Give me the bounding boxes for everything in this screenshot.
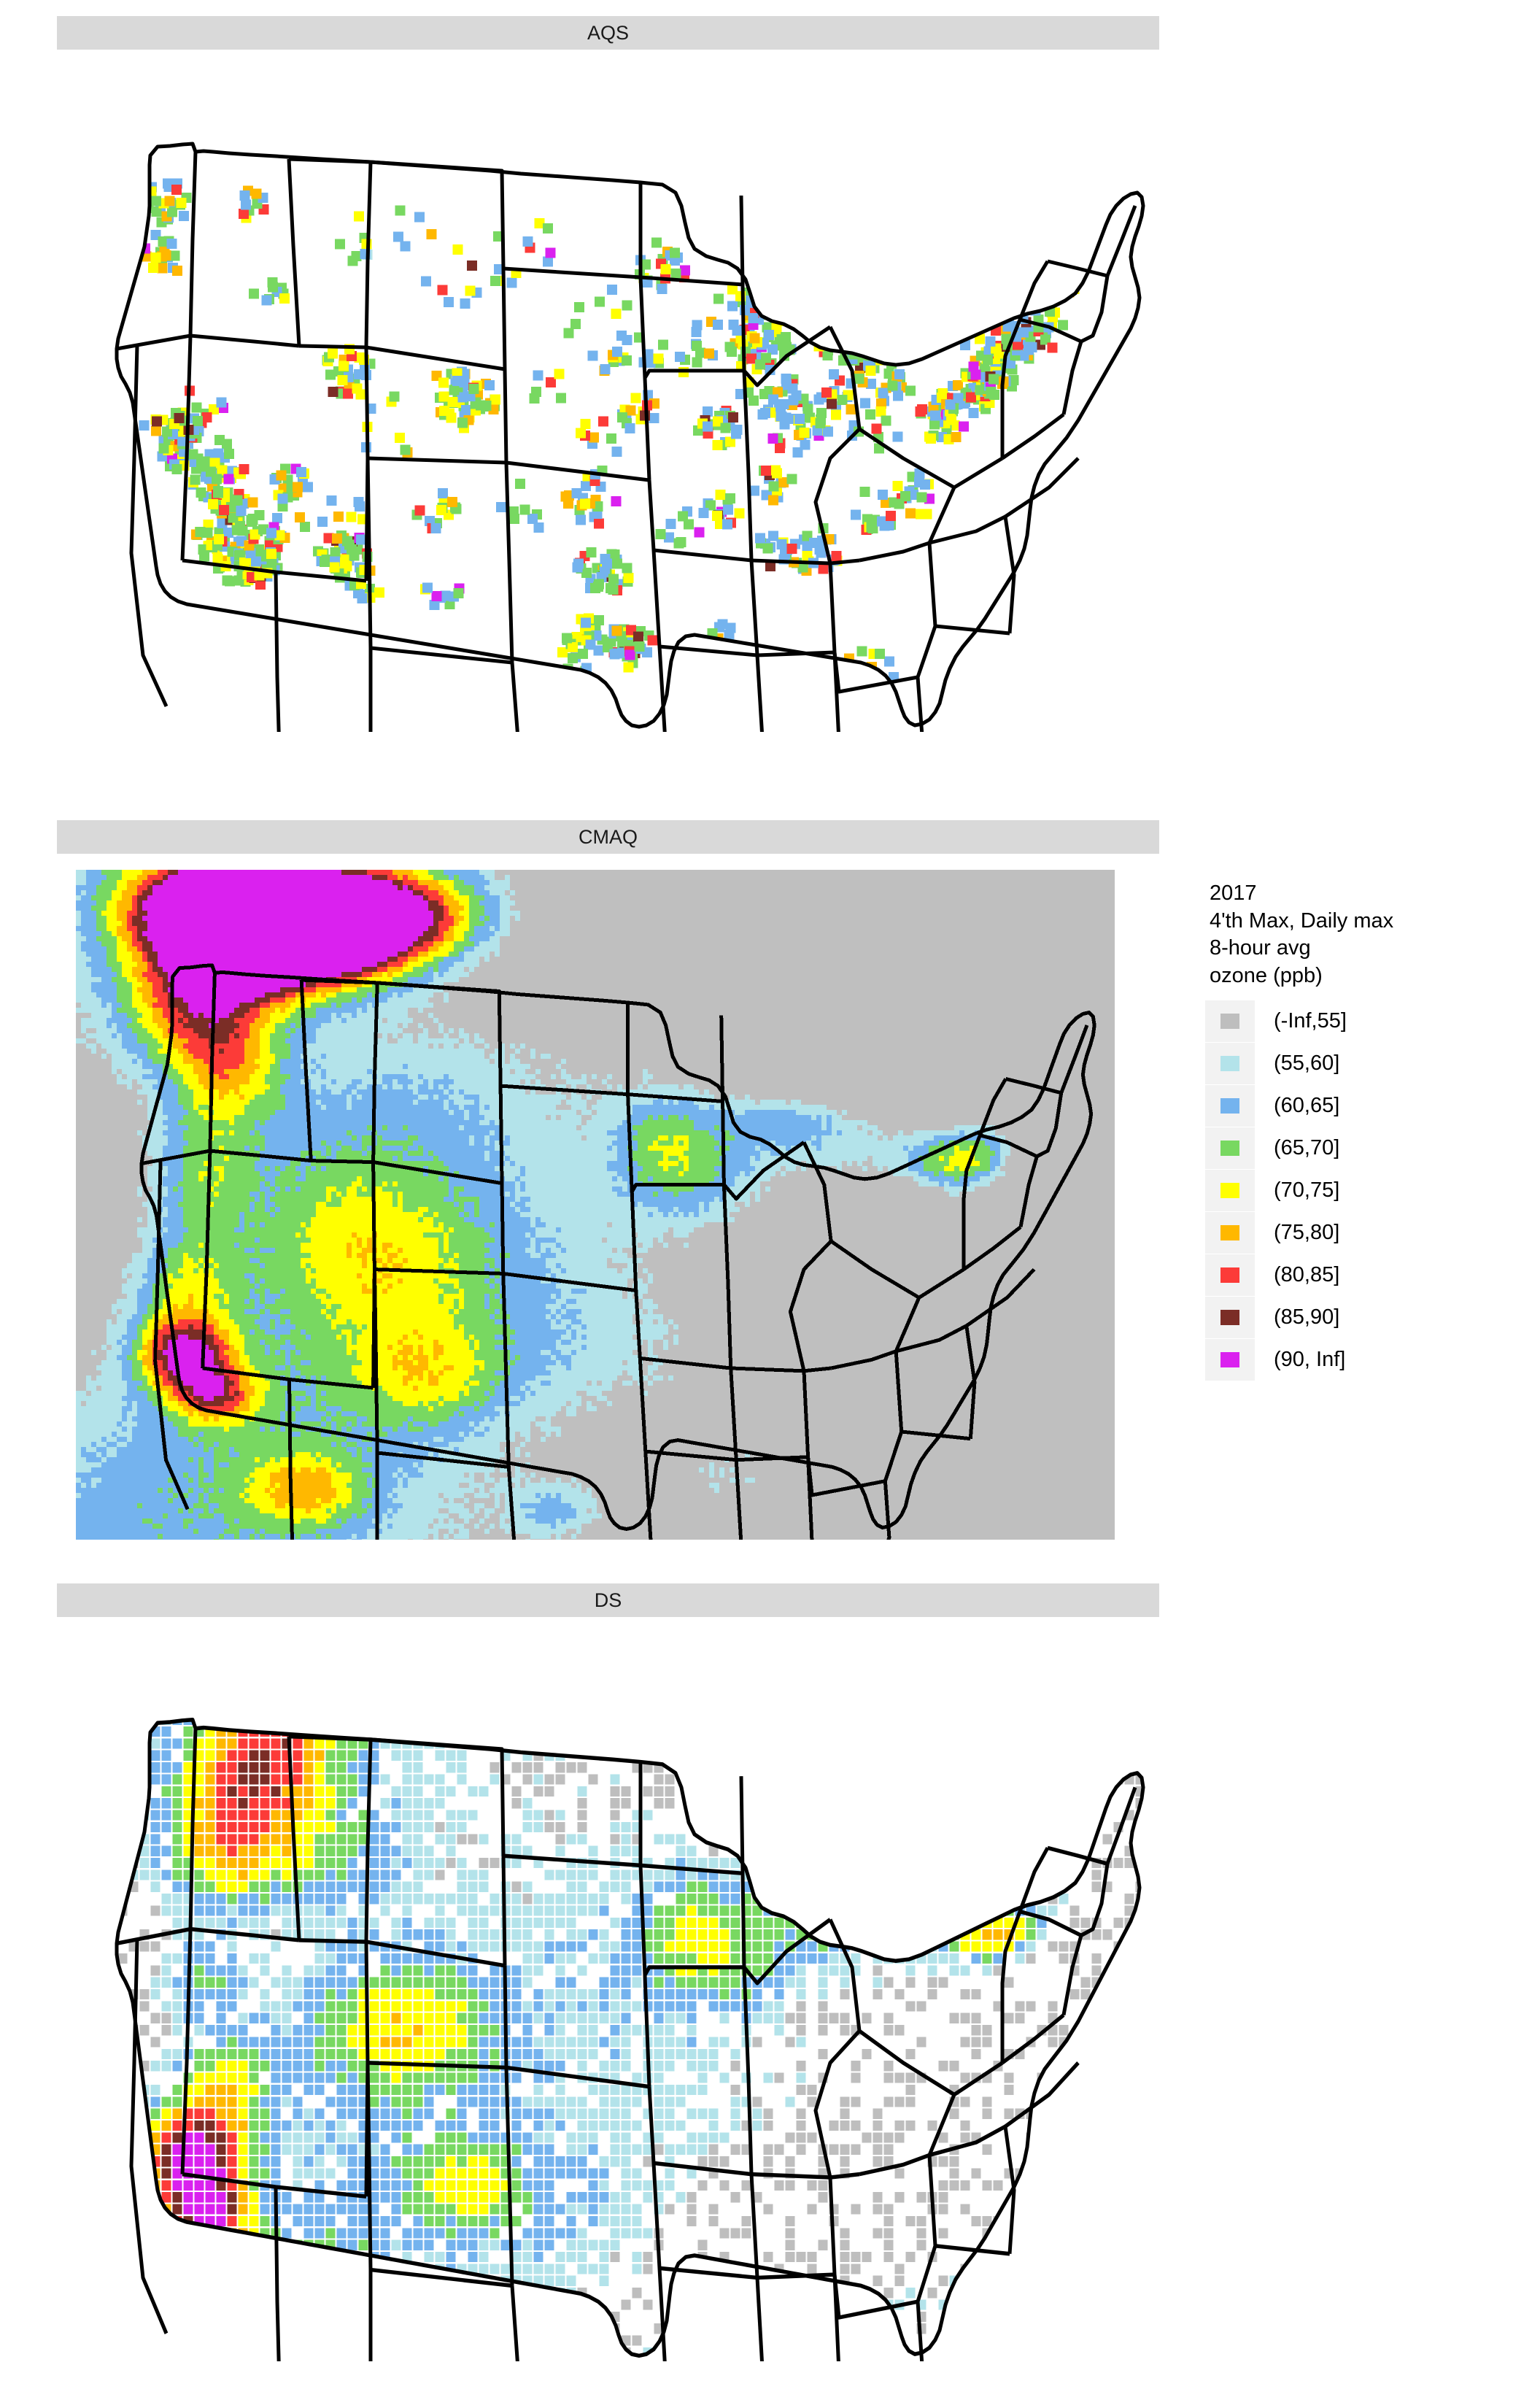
legend-row[interactable]: (65,70] bbox=[1205, 1127, 1519, 1169]
panel-aqs: AQS bbox=[0, 0, 1167, 744]
plot-area-cmaq bbox=[76, 870, 1115, 1540]
legend-color-swatch bbox=[1220, 1055, 1239, 1071]
legend-key-label: (55,60] bbox=[1274, 1051, 1340, 1075]
legend-key-label: (65,70] bbox=[1274, 1135, 1340, 1159]
plot-area-ds bbox=[57, 1617, 1159, 2361]
strip-label-aqs: AQS bbox=[587, 21, 630, 44]
legend-key-list: (-Inf,55] (55,60] (60,65] (65,70] (70,75] (75… bbox=[1205, 1000, 1519, 1381]
state-borders-ds bbox=[117, 1720, 1143, 2361]
legend-title: 2017 4'th Max, Daily max 8-hour avg ozon… bbox=[1210, 881, 1394, 988]
legend-key-label: (75,80] bbox=[1274, 1220, 1340, 1244]
state-borders-cmaq bbox=[139, 963, 1096, 1540]
map-aqs bbox=[57, 50, 1159, 732]
legend-key-box bbox=[1205, 1084, 1255, 1127]
legend-row[interactable]: (85,90] bbox=[1205, 1296, 1519, 1338]
legend-key-box bbox=[1205, 1127, 1255, 1169]
legend-key-label: (90, Inf] bbox=[1274, 1347, 1346, 1371]
legend-key-box bbox=[1205, 1338, 1255, 1381]
legend-color-swatch bbox=[1220, 1013, 1239, 1029]
legend-color-swatch bbox=[1220, 1182, 1239, 1198]
legend-key-box bbox=[1205, 1254, 1255, 1296]
panel-cmaq: CMAQ bbox=[0, 795, 1167, 1554]
state-borders-aqs bbox=[117, 144, 1143, 732]
strip-label-ds: DS bbox=[594, 1589, 622, 1611]
legend-row[interactable]: (90, Inf] bbox=[1205, 1338, 1519, 1381]
legend-row[interactable]: (-Inf,55] bbox=[1205, 1000, 1519, 1042]
legend-row[interactable]: (60,65] bbox=[1205, 1084, 1519, 1127]
legend-color-swatch bbox=[1220, 1351, 1239, 1367]
legend-row[interactable]: (70,75] bbox=[1205, 1169, 1519, 1211]
strip-ds: DS bbox=[57, 1583, 1159, 1617]
legend-key-box bbox=[1205, 1296, 1255, 1338]
legend-color-swatch bbox=[1220, 1140, 1239, 1156]
strip-aqs: AQS bbox=[57, 16, 1159, 50]
strip-cmaq: CMAQ bbox=[57, 820, 1159, 854]
legend-key-label: (80,85] bbox=[1274, 1262, 1340, 1286]
legend-key-label: (-Inf,55] bbox=[1274, 1008, 1347, 1033]
legend-key-box bbox=[1205, 1000, 1255, 1042]
plot-area-aqs bbox=[57, 50, 1159, 732]
legend-key-box bbox=[1205, 1169, 1255, 1211]
panel-ds: DS bbox=[0, 1569, 1167, 2408]
legend-color-swatch bbox=[1220, 1309, 1239, 1325]
legend-key-label: (60,65] bbox=[1274, 1093, 1340, 1117]
map-cmaq bbox=[76, 870, 1115, 1540]
legend: 2017 4'th Max, Daily max 8-hour avg ozon… bbox=[1205, 880, 1519, 1381]
legend-row[interactable]: (80,85] bbox=[1205, 1254, 1519, 1296]
legend-key-box bbox=[1205, 1042, 1255, 1084]
legend-color-swatch bbox=[1220, 1097, 1239, 1114]
strip-label-cmaq: CMAQ bbox=[579, 825, 638, 848]
legend-key-box bbox=[1205, 1211, 1255, 1254]
legend-key-label: (70,75] bbox=[1274, 1178, 1340, 1202]
legend-color-swatch bbox=[1220, 1224, 1239, 1240]
legend-row[interactable]: (75,80] bbox=[1205, 1211, 1519, 1254]
legend-row[interactable]: (55,60] bbox=[1205, 1042, 1519, 1084]
legend-key-label: (85,90] bbox=[1274, 1305, 1340, 1329]
legend-color-swatch bbox=[1220, 1267, 1239, 1283]
map-ds bbox=[57, 1617, 1159, 2361]
